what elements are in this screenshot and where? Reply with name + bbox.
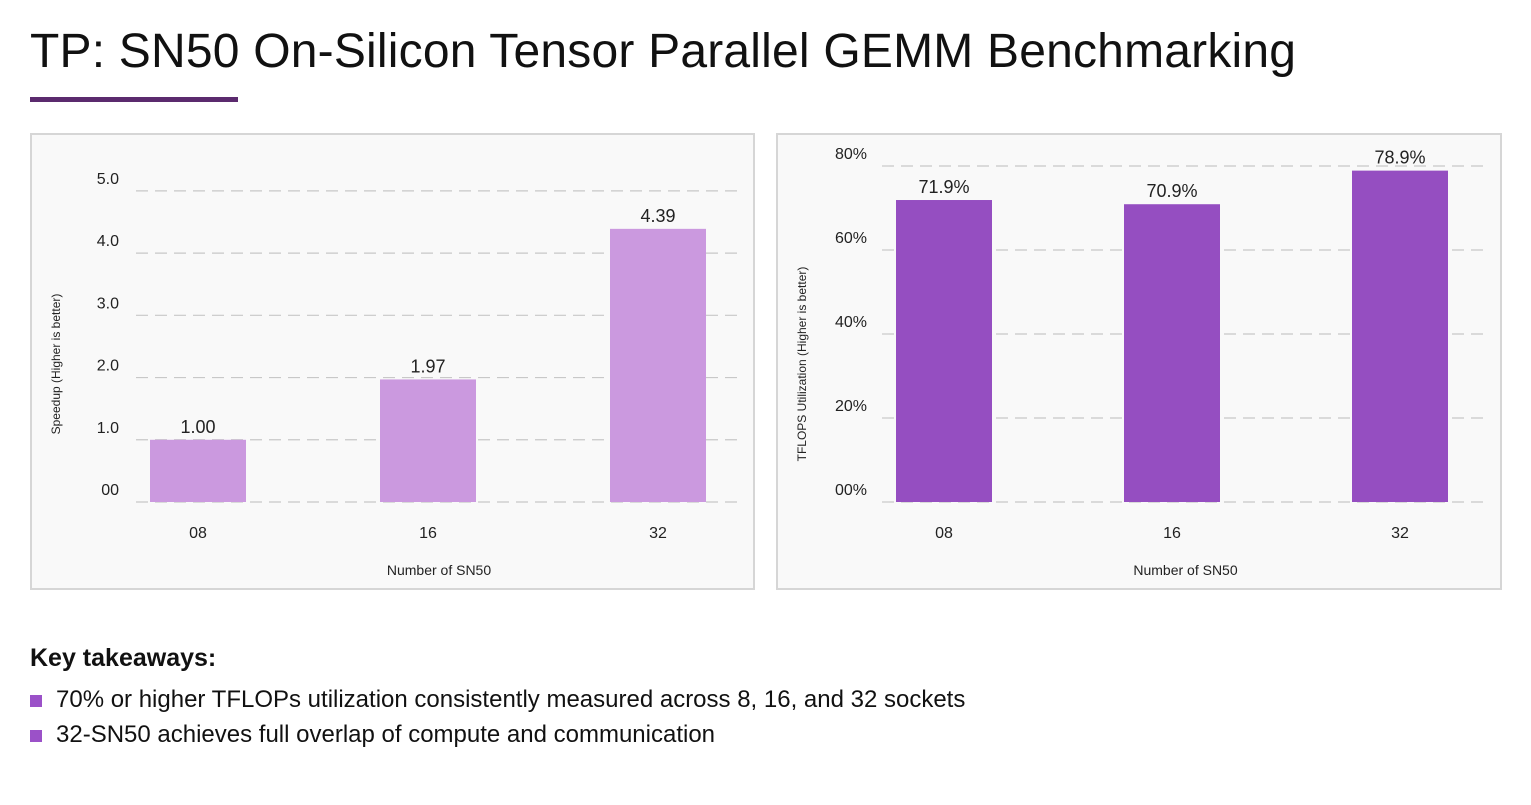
x-tick-label: 32: [649, 525, 667, 542]
y-tick-label: 00: [101, 482, 119, 499]
x-tick-label: 08: [189, 525, 207, 542]
takeaway-text: 70% or higher TFLOPs utilization consist…: [56, 686, 966, 713]
data-label: 71.9%: [918, 177, 969, 197]
y-tick-label: 5.0: [97, 171, 119, 188]
bar: [380, 379, 476, 502]
tflops-utilization-chart-panel: 00% 20% 40% 60% 80% 71.9% 08 70.9% 16 78.9% 32 Numb…: [776, 133, 1502, 590]
bullet-square-icon: [30, 730, 42, 742]
tflops-utilization-chart: 00% 20% 40% 60% 80% 71.9% 08 70.9% 16 78.9% 32 Numb…: [795, 146, 1489, 578]
bar: [1352, 170, 1448, 502]
y-axis-label: TFLOPS Utilization (Higher is better): [795, 267, 809, 462]
bar: [1124, 204, 1220, 502]
y-tick-label: 2.0: [97, 358, 119, 375]
x-tick-label: 32: [1391, 525, 1409, 542]
bar: [150, 439, 246, 502]
takeaway-item: 32-SN50 achieves full overlap of compute…: [30, 719, 965, 754]
title-underline: [30, 97, 238, 102]
y-tick-label: 40%: [835, 314, 867, 331]
slide-title: TP: SN50 On-Silicon Tensor Parallel GEMM…: [30, 25, 1297, 78]
x-axis-label: Number of SN50: [1133, 562, 1237, 578]
x-axis-label: Number of SN50: [387, 562, 491, 578]
data-label: 78.9%: [1374, 148, 1425, 168]
key-takeaways-heading: Key takeaways:: [30, 644, 217, 672]
y-tick-label: 00%: [835, 482, 867, 499]
data-label: 1.00: [180, 417, 215, 437]
bar: [896, 200, 992, 502]
data-label: 70.9%: [1146, 181, 1197, 201]
bar: [610, 228, 706, 502]
y-tick-label: 60%: [835, 230, 867, 247]
x-tick-label: 08: [935, 525, 953, 542]
y-tick-label: 3.0: [97, 295, 119, 312]
y-tick-label: 1.0: [97, 420, 119, 437]
y-axis-label: Speedup (Higher is better): [49, 294, 63, 435]
speedup-chart: 00 1.0 2.0 3.0 4.0 5.0 1.00 08 1.97 16 4.39 32 Numbe…: [49, 171, 742, 578]
key-takeaways-list: 70% or higher TFLOPs utilization consist…: [30, 684, 965, 754]
data-label: 4.39: [640, 206, 675, 226]
takeaway-item: 70% or higher TFLOPs utilization consist…: [30, 684, 965, 719]
speedup-chart-panel: 00 1.0 2.0 3.0 4.0 5.0 1.00 08 1.97 16 4.39 32 Numbe…: [30, 133, 755, 590]
y-tick-label: 4.0: [97, 233, 119, 250]
bullet-square-icon: [30, 695, 42, 707]
takeaway-text: 32-SN50 achieves full overlap of compute…: [56, 721, 716, 748]
x-tick-label: 16: [1163, 525, 1181, 542]
x-tick-label: 16: [419, 525, 437, 542]
y-tick-label: 80%: [835, 146, 867, 163]
data-label: 1.97: [410, 356, 445, 376]
y-tick-label: 20%: [835, 398, 867, 415]
